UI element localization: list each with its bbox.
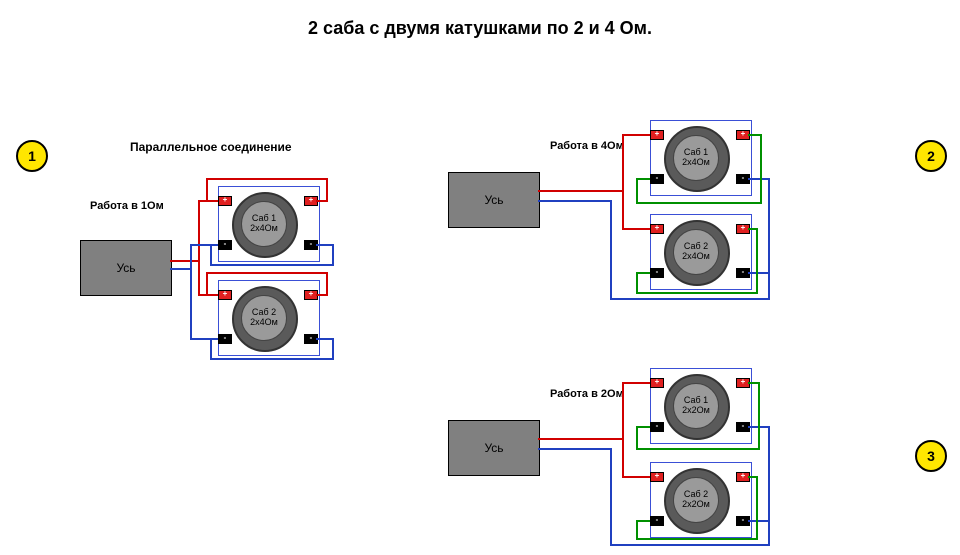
d1-wb-5 bbox=[190, 338, 218, 340]
speaker-6-l2: 2х2Ом bbox=[682, 500, 710, 510]
term-6-tl: + bbox=[650, 472, 664, 482]
d1-wr-8b bbox=[206, 178, 208, 200]
d2-wg-6 bbox=[636, 272, 650, 274]
d3-wb-2 bbox=[610, 448, 612, 546]
d1-wr-11 bbox=[206, 272, 328, 274]
d1-wb-1 bbox=[170, 268, 192, 270]
d3-wr-5 bbox=[622, 476, 650, 478]
amp-1: Усь bbox=[80, 240, 172, 296]
d2-wb-5 bbox=[748, 178, 770, 180]
work-label-2: Работа в 4Ом bbox=[550, 140, 624, 152]
d1-wb-8 bbox=[210, 264, 334, 266]
d1-wb-4 bbox=[190, 268, 192, 340]
d3-wr-4 bbox=[622, 438, 624, 478]
d1-wr-10 bbox=[326, 272, 328, 296]
d2-wg-4 bbox=[760, 134, 762, 204]
d3-wg-5 bbox=[748, 382, 760, 384]
d2-wg-9 bbox=[756, 228, 758, 294]
d1-wr-11b bbox=[206, 272, 208, 296]
d2-wg-1 bbox=[636, 178, 650, 180]
d1-wb-10 bbox=[332, 338, 334, 360]
d3-wb-6 bbox=[748, 520, 770, 522]
term-4-bl: - bbox=[650, 268, 664, 278]
d3-wb-3 bbox=[610, 544, 770, 546]
term-5-tl: + bbox=[650, 378, 664, 388]
speaker-1-l2: 2х4Ом bbox=[250, 224, 278, 234]
d2-wr-5 bbox=[622, 228, 650, 230]
d1-wb-8b bbox=[210, 244, 212, 266]
d2-wg-7 bbox=[636, 272, 638, 294]
badge-2: 2 bbox=[915, 140, 947, 172]
speaker-3-l2: 2х4Ом bbox=[682, 158, 710, 168]
d3-wg-6 bbox=[636, 520, 650, 522]
d3-wr-3 bbox=[622, 382, 650, 384]
d1-wb-7 bbox=[332, 244, 334, 266]
d2-wb-2 bbox=[610, 200, 612, 300]
d3-wg-10 bbox=[748, 476, 758, 478]
term-6-bl: - bbox=[650, 516, 664, 526]
d1-wb-11b bbox=[210, 338, 212, 360]
d2-wg-10 bbox=[748, 228, 758, 230]
d2-wb-4 bbox=[768, 178, 770, 300]
speaker-inner-5: Саб 1 2х2Ом bbox=[673, 383, 719, 429]
d2-wg-5 bbox=[748, 134, 762, 136]
d2-wg-8 bbox=[636, 292, 758, 294]
term-2-tl: + bbox=[218, 290, 232, 300]
d2-wr-3 bbox=[622, 134, 650, 136]
speaker-4-l2: 2х4Ом bbox=[682, 252, 710, 262]
speaker-5-l2: 2х2Ом bbox=[682, 406, 710, 416]
d3-wg-3 bbox=[636, 448, 760, 450]
d2-wg-3 bbox=[636, 202, 762, 204]
d3-wb-1 bbox=[538, 448, 612, 450]
d1-wb-2 bbox=[190, 244, 192, 270]
d1-wr-5 bbox=[198, 294, 218, 296]
speaker-inner-6: Саб 2 2х2Ом bbox=[673, 477, 719, 523]
speaker-inner-1: Саб 1 2х4Ом bbox=[241, 201, 287, 247]
d1-wr-3 bbox=[198, 200, 218, 202]
d1-wb-11 bbox=[210, 358, 334, 360]
d2-wb-1 bbox=[538, 200, 612, 202]
d2-wb-3 bbox=[610, 298, 770, 300]
d3-wg-8 bbox=[636, 538, 758, 540]
d1-wr-7 bbox=[326, 178, 328, 202]
d1-wb-3 bbox=[190, 244, 218, 246]
work-label-3: Работа в 2Ом bbox=[550, 388, 624, 400]
speaker-inner-4: Саб 2 2х4Ом bbox=[673, 229, 719, 275]
term-4-tl: + bbox=[650, 224, 664, 234]
page-title: 2 саба с двумя катушками по 2 и 4 Ом. bbox=[0, 18, 960, 39]
d3-wg-1 bbox=[636, 426, 650, 428]
d2-wr-4 bbox=[622, 190, 624, 230]
d3-wg-4 bbox=[758, 382, 760, 450]
term-3-tl: + bbox=[650, 130, 664, 140]
work-label-1: Работа в 1Ом bbox=[90, 200, 164, 212]
term-3-bl: - bbox=[650, 174, 664, 184]
d3-wg-9 bbox=[756, 476, 758, 540]
badge-3: 3 bbox=[915, 440, 947, 472]
amp-2: Усь bbox=[448, 172, 540, 228]
speaker-inner-2: Саб 2 2х4Ом bbox=[241, 295, 287, 341]
d3-wg-7 bbox=[636, 520, 638, 540]
d2-wb-6 bbox=[748, 272, 770, 274]
term-2-bl: - bbox=[218, 334, 232, 344]
d3-wr-2 bbox=[622, 382, 624, 440]
d1-wr-4 bbox=[198, 260, 200, 296]
d3-wg-2 bbox=[636, 426, 638, 450]
d2-wr-1 bbox=[538, 190, 624, 192]
d3-wb-4 bbox=[768, 426, 770, 546]
d1-wr-8 bbox=[206, 178, 328, 180]
d3-wr-1 bbox=[538, 438, 624, 440]
d2-wg-2 bbox=[636, 178, 638, 204]
speaker-2-l2: 2х4Ом bbox=[250, 318, 278, 328]
subtitle-parallel: Параллельное соединение bbox=[130, 140, 292, 154]
term-1-bl: - bbox=[218, 240, 232, 250]
term-1-tl: + bbox=[218, 196, 232, 206]
term-5-bl: - bbox=[650, 422, 664, 432]
amp-3: Усь bbox=[448, 420, 540, 476]
badge-1: 1 bbox=[16, 140, 48, 172]
d1-wr-2 bbox=[198, 200, 200, 262]
d1-wr-1 bbox=[170, 260, 200, 262]
d2-wr-2 bbox=[622, 134, 624, 192]
speaker-inner-3: Саб 1 2х4Ом bbox=[673, 135, 719, 181]
